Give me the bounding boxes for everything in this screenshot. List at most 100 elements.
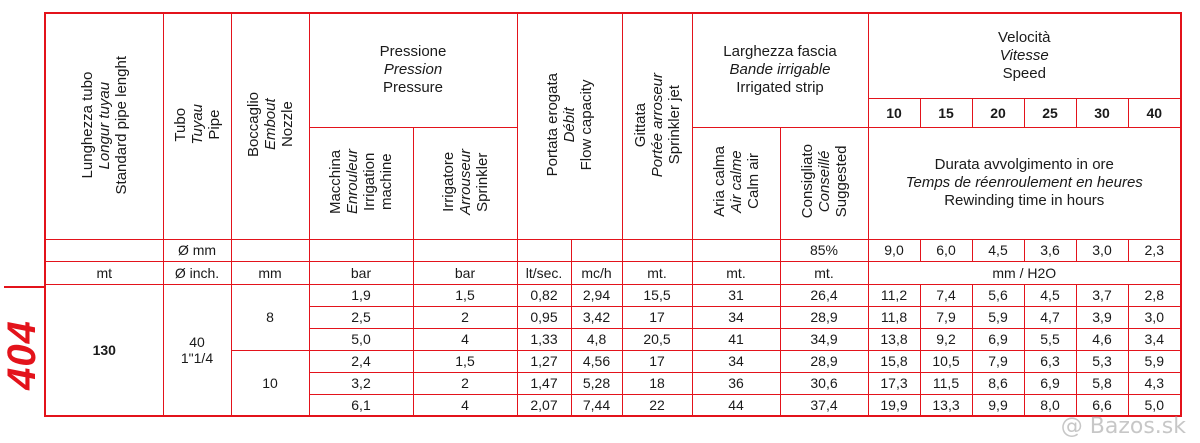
rewind-time-25: 6,9 [1023, 371, 1077, 395]
rewind-time-20: 5,9 [971, 305, 1025, 329]
rewind-time-25: 5,5 [1023, 327, 1077, 351]
rain-mm-30: 3,0 [1075, 238, 1129, 262]
rewind-time-20: 7,9 [971, 349, 1025, 373]
rewind-time-40: 3,0 [1127, 305, 1182, 329]
unit-suggested: mt. [779, 260, 869, 285]
rewind-time-30: 3,9 [1075, 305, 1129, 329]
model-badge: 404 [0, 286, 44, 424]
rewind-time-25: 4,7 [1023, 305, 1077, 329]
cell-empty [621, 238, 693, 262]
rewind-time-30: 6,6 [1075, 393, 1129, 417]
rewind-time-20: 9,9 [971, 393, 1025, 417]
sprinkler-pressure: 4 [412, 393, 518, 417]
watermark: @ Bazos.sk [1060, 414, 1186, 439]
rewind-time-25: 4,5 [1023, 283, 1077, 307]
flow-lts: 2,07 [516, 393, 572, 417]
flow-mch: 4,8 [570, 327, 623, 351]
rewind-time-30: 3,7 [1075, 283, 1129, 307]
jet-value: 18 [621, 371, 693, 395]
jet-value: 22 [621, 393, 693, 417]
unit-pipe: Ø inch. [162, 260, 232, 285]
cell-empty [308, 238, 414, 262]
unit-jet: mt. [621, 260, 693, 285]
rewind-time-40: 3,4 [1127, 327, 1182, 351]
rewind-time-20: 5,6 [971, 283, 1025, 307]
header-suggested: Consigliato Conseillé Suggested [779, 126, 869, 240]
cell-empty [691, 238, 781, 262]
flow-lts: 1,33 [516, 327, 572, 351]
rewind-time-10: 11,2 [867, 283, 921, 307]
unit-nozzle: mm [230, 260, 310, 285]
rewind-time-10: 19,9 [867, 393, 921, 417]
header-rewind: Durata avvolgimento in ore Temps de réen… [867, 126, 1182, 240]
speed-30: 30 [1075, 97, 1129, 128]
rewind-time-30: 5,3 [1075, 349, 1129, 373]
unit-length: mt [44, 260, 164, 285]
flow-mch: 2,94 [570, 283, 623, 307]
machine-pressure: 6,1 [308, 393, 414, 417]
flow-lts: 1,47 [516, 371, 572, 395]
rewind-time-20: 6,9 [971, 327, 1025, 351]
machine-pressure: 5,0 [308, 327, 414, 351]
pipe-value: 40 1"1/4 [162, 283, 232, 417]
badge-line [4, 286, 44, 288]
rewind-time-40: 4,3 [1127, 371, 1182, 395]
rewind-time-10: 15,8 [867, 349, 921, 373]
rewind-time-10: 17,3 [867, 371, 921, 395]
sprinkler-pressure: 4 [412, 327, 518, 351]
rewind-time-40: 2,8 [1127, 283, 1182, 307]
table-row: 130 40 1"1/4 8 1,9 1,5 0,82 2,94 15,5 31 26,4 11,2 7… [44, 283, 1182, 417]
spec-table: Lunghezza tubo Longur tuyau Standard pip… [44, 12, 1182, 417]
rewind-time-15: 11,5 [919, 371, 973, 395]
cell-empty [570, 238, 623, 262]
jet-value: 20,5 [621, 327, 693, 351]
rewind-time-20: 8,6 [971, 371, 1025, 395]
strip-suggested: 30,6 [779, 371, 869, 395]
rewind-time-15: 10,5 [919, 349, 973, 373]
rewind-time-15: 13,3 [919, 393, 973, 417]
rewind-time-40: 5,0 [1127, 393, 1182, 417]
header-strip: Larghezza fascia Bande irrigable Irrigat… [691, 12, 869, 128]
flow-mch: 7,44 [570, 393, 623, 417]
rewind-time-10: 11,8 [867, 305, 921, 329]
speed-15: 15 [919, 97, 973, 128]
suggested-percent: 85% [779, 238, 869, 262]
table-row: 6,1 4 2,07 7,44 22 44 37,4 19,9 13,3 9,9 8,0 6,6 5,0 [45, 393, 1182, 417]
header-flow: Portata erogata Débit Flow capacity [516, 12, 623, 240]
unit-flow-l: lt/sec. [516, 260, 572, 285]
flow-mch: 5,28 [570, 371, 623, 395]
strip-calm-air: 31 [691, 283, 781, 307]
speed-40: 40 [1127, 97, 1182, 128]
strip-calm-air: 41 [691, 327, 781, 351]
header-pipe-length: Lunghezza tubo Longur tuyau Standard pip… [44, 12, 164, 240]
rain-mm-40: 2,3 [1127, 238, 1182, 262]
header-pressure: Pressione Pression Pressure [308, 12, 518, 128]
header-pipe: Tubo Tuyau Pipe [162, 12, 232, 240]
cell-empty [412, 238, 518, 262]
machine-pressure: 1,9 [308, 283, 414, 307]
header-sprinkler: Irrigatore Arrouseur Sprinkler [412, 126, 518, 240]
sprinkler-pressure: 1,5 [412, 349, 518, 373]
sprinkler-pressure: 2 [412, 305, 518, 329]
header-jet: Gittata Portée arroseur Sprinkler jet [621, 12, 693, 240]
machine-pressure: 2,5 [308, 305, 414, 329]
strip-calm-air: 44 [691, 393, 781, 417]
unit-calm-air: mt. [691, 260, 781, 285]
rewind-time-25: 8,0 [1023, 393, 1077, 417]
rain-mm-10: 9,0 [867, 238, 921, 262]
nozzle-value: 10 [230, 349, 310, 417]
strip-calm-air: 34 [691, 305, 781, 329]
rain-mm-25: 3,6 [1023, 238, 1077, 262]
rewind-time-30: 4,6 [1075, 327, 1129, 351]
units-row: mt Ø inch. mm bar bar lt/sec. mc/h mt. m… [44, 260, 1182, 285]
model-number: 404 [0, 320, 44, 390]
flow-mch: 3,42 [570, 305, 623, 329]
flow-lts: 1,27 [516, 349, 572, 373]
cell-empty [44, 238, 164, 262]
data-rows: 130 40 1"1/4 8 1,9 1,5 0,82 2,94 15,5 31 26,4 11,2 7… [44, 283, 1182, 417]
jet-value: 17 [621, 305, 693, 329]
cell-empty [516, 238, 572, 262]
pipe-length-value: 130 [44, 283, 164, 417]
header-machine: Macchina Enrouleur Irrigation machine [308, 126, 414, 240]
pipe-mm-label: Ø mm [162, 238, 232, 262]
